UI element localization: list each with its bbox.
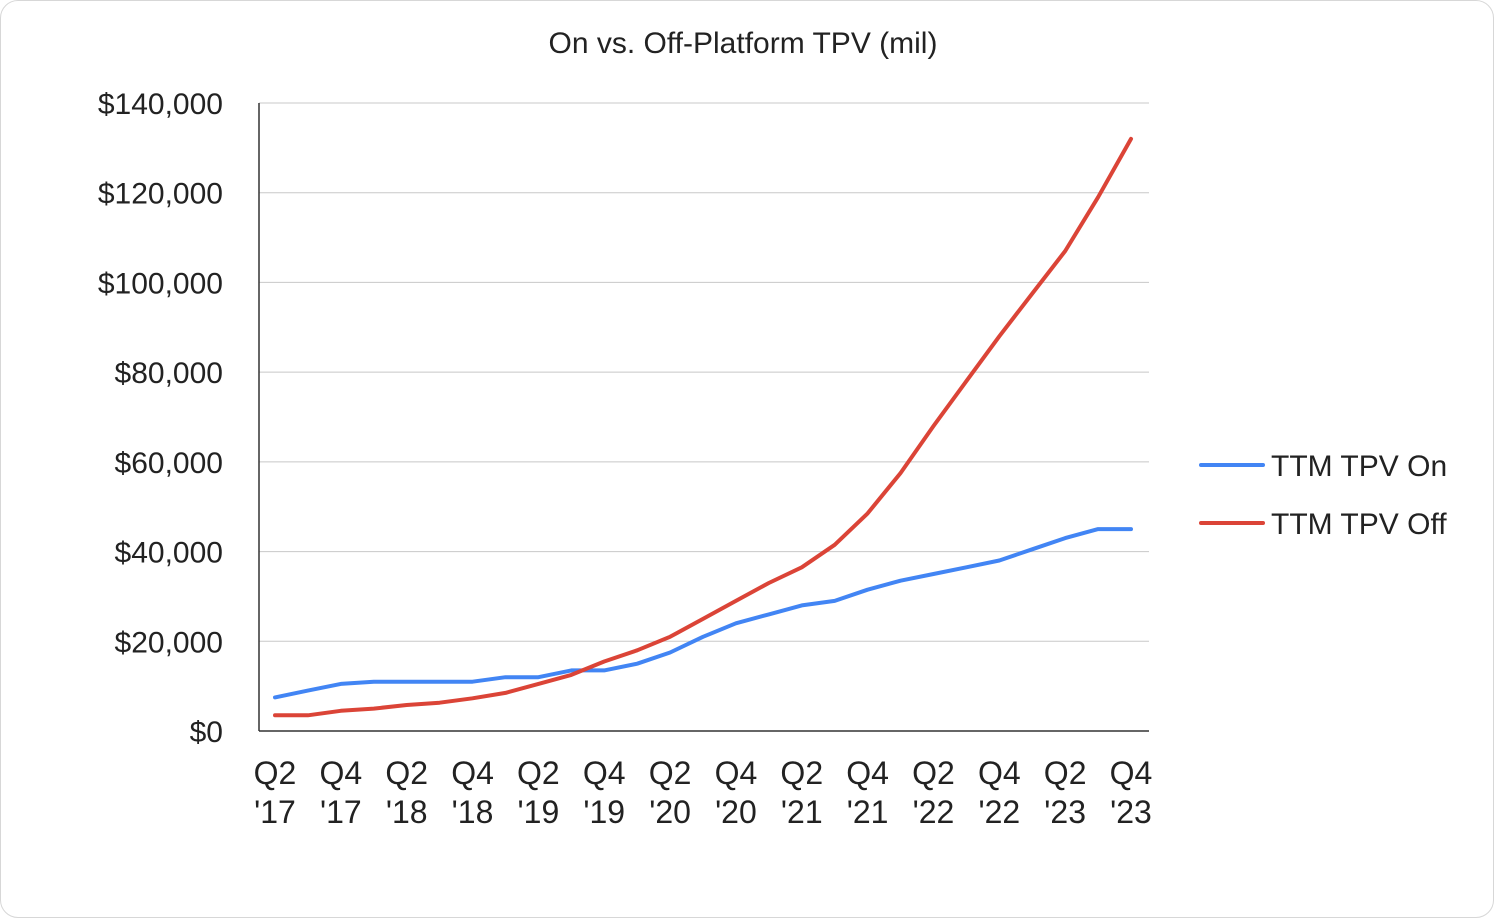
gridlines bbox=[259, 102, 1149, 642]
x-tick-label-year: '17 bbox=[254, 794, 296, 830]
y-tick-label: $0 bbox=[190, 716, 223, 749]
x-tick-label-year: '20 bbox=[715, 794, 757, 830]
legend: TTM TPV On TTM TPV Off bbox=[1199, 450, 1447, 541]
x-tick-label-year: '17 bbox=[320, 794, 362, 830]
legend-label: TTM TPV On bbox=[1271, 450, 1447, 483]
series-line-ttm-tpv-on bbox=[273, 527, 1133, 700]
x-tick-label-quarter: Q2 bbox=[649, 755, 692, 791]
x-tick-label-year: '22 bbox=[978, 794, 1020, 830]
x-tick-label-quarter: Q4 bbox=[451, 755, 494, 791]
x-tick-label-year: '18 bbox=[386, 794, 428, 830]
x-tick-label-quarter: Q4 bbox=[320, 755, 363, 791]
x-tick-label-quarter: Q2 bbox=[517, 755, 560, 791]
y-tick-label: $80,000 bbox=[115, 357, 223, 390]
legend-label: TTM TPV Off bbox=[1271, 508, 1447, 541]
x-tick-label-quarter: Q2 bbox=[1044, 755, 1087, 791]
y-tick-label: $120,000 bbox=[98, 178, 223, 211]
y-axis-tick-labels: $0 $20,000 $40,000 $60,000 $80,000 $100,000 $1… bbox=[98, 88, 223, 749]
x-tick-label-year: '19 bbox=[518, 794, 560, 830]
y-tick-label: $40,000 bbox=[115, 537, 223, 570]
x-tick-label-year: '23 bbox=[1044, 794, 1086, 830]
y-tick-label: $20,000 bbox=[115, 626, 223, 659]
x-tick-label-quarter: Q2 bbox=[254, 755, 297, 791]
x-axis-tick-labels: Q2'17Q4'17Q2'18Q4'18Q2'19Q4'19Q2'20Q4'20… bbox=[254, 755, 1153, 830]
x-tick-label-year: '19 bbox=[583, 794, 625, 830]
x-tick-label-year: '23 bbox=[1110, 794, 1152, 830]
x-tick-label-year: '21 bbox=[847, 794, 889, 830]
y-tick-label: $60,000 bbox=[115, 447, 223, 480]
y-tick-label: $140,000 bbox=[98, 88, 223, 121]
x-tick-label-quarter: Q4 bbox=[715, 755, 758, 791]
x-tick-label-year: '22 bbox=[913, 794, 955, 830]
x-tick-label-quarter: Q4 bbox=[1110, 755, 1153, 791]
x-tick-label-quarter: Q4 bbox=[583, 755, 626, 791]
x-tick-label-year: '20 bbox=[649, 794, 691, 830]
x-tick-label-quarter: Q2 bbox=[912, 755, 955, 791]
x-tick-label-quarter: Q2 bbox=[385, 755, 428, 791]
y-tick-label: $100,000 bbox=[98, 267, 223, 300]
x-tick-label-quarter: Q4 bbox=[846, 755, 889, 791]
x-tick-label-year: '18 bbox=[452, 794, 494, 830]
x-tick-label-year: '21 bbox=[781, 794, 823, 830]
chart-title: On vs. Off-Platform TPV (mil) bbox=[549, 27, 938, 60]
series-line-ttm-tpv-off bbox=[273, 136, 1133, 718]
series-lines bbox=[273, 136, 1133, 718]
x-tick-label-quarter: Q2 bbox=[780, 755, 823, 791]
x-tick-label-quarter: Q4 bbox=[978, 755, 1021, 791]
